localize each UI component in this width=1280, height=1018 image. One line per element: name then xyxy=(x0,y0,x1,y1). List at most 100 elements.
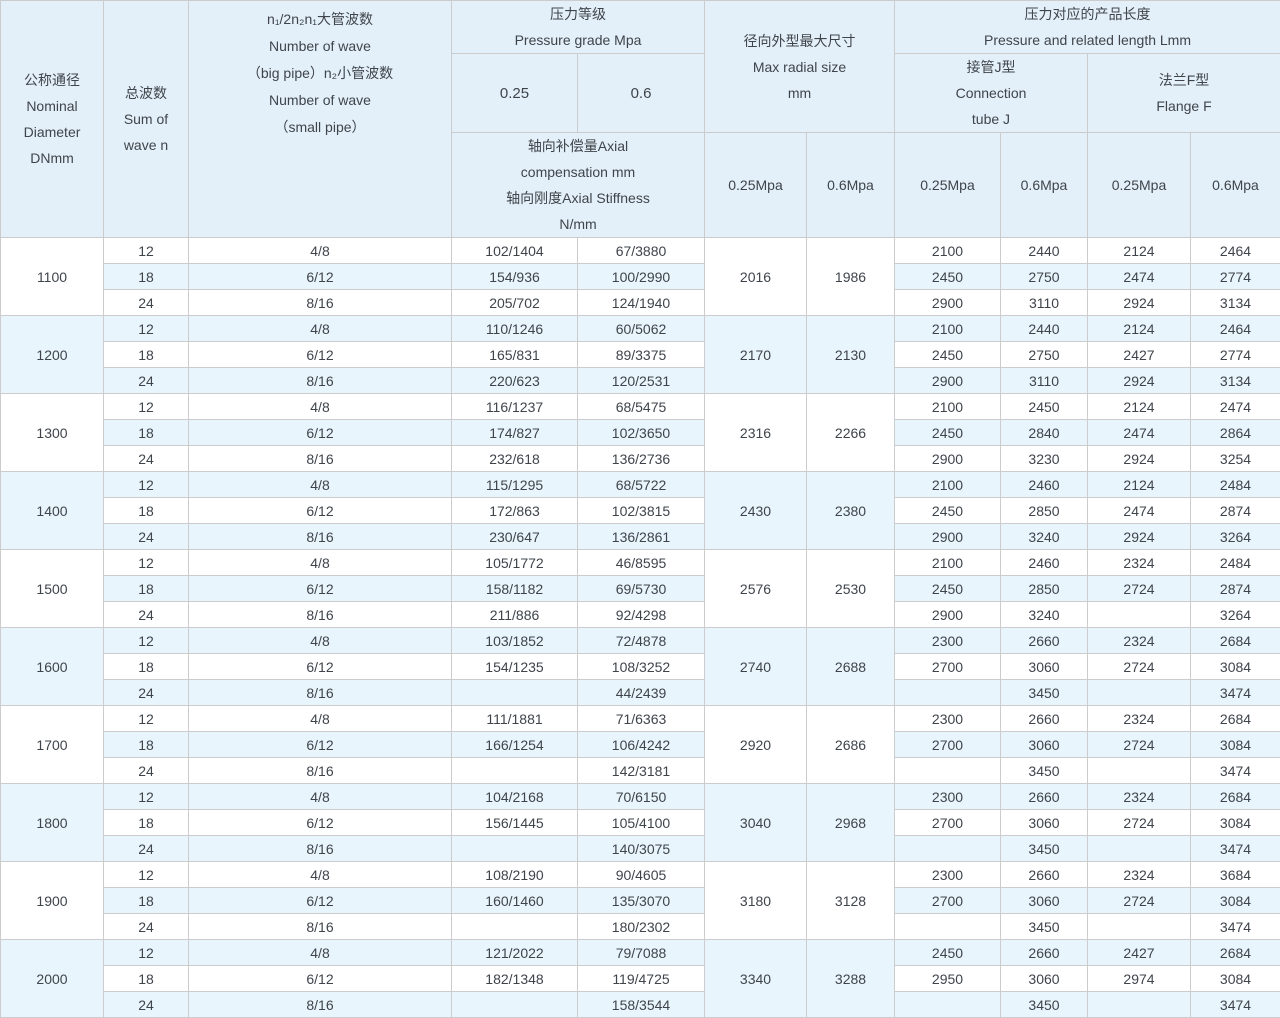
wave-sum-cell: 18 xyxy=(104,576,189,602)
wave-ratio-cell: 6/12 xyxy=(189,654,452,680)
dn-cell: 1100 xyxy=(1,238,104,316)
tube-j-06-cell: 3230 xyxy=(1001,446,1088,472)
flange-f-025-cell: 2324 xyxy=(1088,550,1191,576)
wave-sum-cell: 24 xyxy=(104,368,189,394)
wave-ratio-cell: 4/8 xyxy=(189,628,452,654)
radial-06-cell: 3288 xyxy=(807,940,895,1018)
wave-sum-cell: 24 xyxy=(104,680,189,706)
axial-06-cell: 92/4298 xyxy=(578,602,705,628)
flange-f-025-cell: 2324 xyxy=(1088,706,1191,732)
tube-j-06-cell: 3450 xyxy=(1001,680,1088,706)
axial-025-cell: 102/1404 xyxy=(452,238,578,264)
axial-06-cell: 106/4242 xyxy=(578,732,705,758)
flange-f-06-cell: 3084 xyxy=(1191,888,1280,914)
tube-j-06-cell: 3240 xyxy=(1001,524,1088,550)
axial-025-cell xyxy=(452,680,578,706)
axial-06-cell: 60/5062 xyxy=(578,316,705,342)
tube-j-025-cell xyxy=(895,992,1001,1018)
header-number-of-wave: n₁/2n₂n₁大管波数 Number of wave （big pipe）n₂… xyxy=(189,1,452,238)
flange-f-06-cell: 2864 xyxy=(1191,420,1280,446)
axial-025-cell: 230/647 xyxy=(452,524,578,550)
wave-sum-cell: 12 xyxy=(104,628,189,654)
tube-j-06-cell: 3060 xyxy=(1001,732,1088,758)
axial-025-cell: 211/886 xyxy=(452,602,578,628)
wave-ratio-cell: 6/12 xyxy=(189,264,452,290)
axial-025-cell: 116/1237 xyxy=(452,394,578,420)
header-pressure-related-length-label: 压力对应的产品长度 Pressure and related length Lm… xyxy=(895,1,1280,53)
wave-ratio-cell: 6/12 xyxy=(189,810,452,836)
radial-06-cell: 2266 xyxy=(807,394,895,472)
radial-025-cell: 3040 xyxy=(705,784,807,862)
wave-sum-cell: 12 xyxy=(104,862,189,888)
flange-f-025-cell: 2324 xyxy=(1088,628,1191,654)
tube-j-06-cell: 2660 xyxy=(1001,940,1088,966)
axial-06-cell: 142/3181 xyxy=(578,758,705,784)
wave-ratio-cell: 8/16 xyxy=(189,758,452,784)
tube-j-025-cell: 2300 xyxy=(895,706,1001,732)
tube-j-025-cell: 2450 xyxy=(895,498,1001,524)
tube-j-06-cell: 3450 xyxy=(1001,758,1088,784)
axial-025-cell: 156/1445 xyxy=(452,810,578,836)
tube-j-025-cell: 2450 xyxy=(895,576,1001,602)
axial-025-cell: 154/1235 xyxy=(452,654,578,680)
radial-06-cell: 2688 xyxy=(807,628,895,706)
flange-f-025-cell: 2924 xyxy=(1088,446,1191,472)
header-tube-j-025mpa: 0.25Mpa xyxy=(895,133,1001,238)
tube-j-06-cell: 2450 xyxy=(1001,394,1088,420)
axial-06-cell: 136/2736 xyxy=(578,446,705,472)
flange-f-025-cell: 2324 xyxy=(1088,862,1191,888)
wave-sum-cell: 24 xyxy=(104,914,189,940)
axial-06-cell: 136/2861 xyxy=(578,524,705,550)
flange-f-025-cell xyxy=(1088,992,1191,1018)
wave-sum-cell: 12 xyxy=(104,550,189,576)
flange-f-025-cell xyxy=(1088,680,1191,706)
wave-ratio-cell: 8/16 xyxy=(189,836,452,862)
axial-025-cell: 108/2190 xyxy=(452,862,578,888)
flange-f-06-cell: 3084 xyxy=(1191,810,1280,836)
flange-f-025-cell: 2427 xyxy=(1088,342,1191,368)
wave-ratio-cell: 4/8 xyxy=(189,784,452,810)
radial-025-cell: 2740 xyxy=(705,628,807,706)
flange-f-06-cell: 3264 xyxy=(1191,602,1280,628)
radial-06-cell: 2968 xyxy=(807,784,895,862)
header-max-radial-size: 径向外型最大尺寸 Max radial size mm xyxy=(705,1,895,133)
axial-025-cell xyxy=(452,758,578,784)
tube-j-025-cell: 2100 xyxy=(895,550,1001,576)
tube-j-025-cell: 2300 xyxy=(895,628,1001,654)
axial-06-cell: 72/4878 xyxy=(578,628,705,654)
tube-j-06-cell: 2440 xyxy=(1001,238,1088,264)
axial-06-cell: 68/5475 xyxy=(578,394,705,420)
flange-f-06-cell: 3474 xyxy=(1191,836,1280,862)
flange-f-06-cell: 2874 xyxy=(1191,576,1280,602)
wave-sum-cell: 12 xyxy=(104,394,189,420)
axial-06-cell: 180/2302 xyxy=(578,914,705,940)
tube-j-06-cell: 2660 xyxy=(1001,862,1088,888)
flange-f-025-cell: 2724 xyxy=(1088,732,1191,758)
tube-j-025-cell: 2900 xyxy=(895,446,1001,472)
tube-j-06-cell: 2840 xyxy=(1001,420,1088,446)
tube-j-025-cell: 2700 xyxy=(895,732,1001,758)
wave-ratio-cell: 4/8 xyxy=(189,394,452,420)
wave-ratio-cell: 8/16 xyxy=(189,914,452,940)
wave-ratio-cell: 4/8 xyxy=(189,472,452,498)
wave-sum-cell: 18 xyxy=(104,654,189,680)
axial-025-cell: 111/1881 xyxy=(452,706,578,732)
wave-ratio-cell: 4/8 xyxy=(189,550,452,576)
tube-j-025-cell: 2300 xyxy=(895,784,1001,810)
axial-025-cell: 104/2168 xyxy=(452,784,578,810)
header-sum-of-wave-label: 总波数 Sum of wave n xyxy=(104,80,188,158)
tube-j-06-cell: 2660 xyxy=(1001,706,1088,732)
flange-f-06-cell: 2684 xyxy=(1191,706,1280,732)
flange-f-06-cell: 2684 xyxy=(1191,940,1280,966)
tube-j-025-cell: 2700 xyxy=(895,810,1001,836)
tube-j-06-cell: 2660 xyxy=(1001,628,1088,654)
